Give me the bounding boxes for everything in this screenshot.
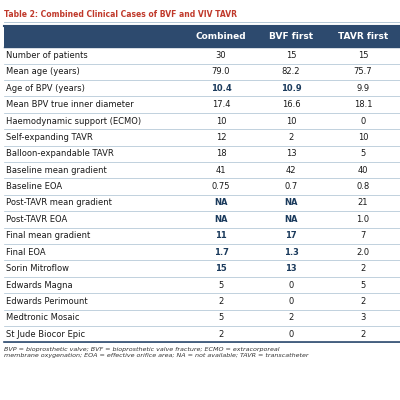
Text: 18.1: 18.1 [354, 100, 372, 109]
Text: Medtronic Mosaic: Medtronic Mosaic [6, 313, 80, 322]
Text: 7: 7 [360, 231, 366, 240]
Text: Age of BPV (years): Age of BPV (years) [6, 84, 85, 93]
Text: Mean age (years): Mean age (years) [6, 67, 80, 76]
Text: 5: 5 [218, 280, 224, 290]
Text: Baseline mean gradient: Baseline mean gradient [6, 166, 107, 175]
Text: 16.6: 16.6 [282, 100, 300, 109]
Text: 0.75: 0.75 [212, 182, 230, 191]
Text: TAVR first: TAVR first [338, 32, 388, 41]
Text: 11: 11 [215, 231, 227, 240]
Text: 5: 5 [360, 149, 366, 158]
Text: 0: 0 [288, 297, 294, 306]
Text: 17: 17 [285, 231, 297, 240]
Text: Final mean gradient: Final mean gradient [6, 231, 91, 240]
Text: Edwards Magna: Edwards Magna [6, 280, 73, 290]
Text: 0.7: 0.7 [284, 182, 298, 191]
Text: 10: 10 [216, 116, 226, 126]
Text: Baseline EOA: Baseline EOA [6, 182, 62, 191]
Text: 30: 30 [216, 51, 226, 60]
Text: 2: 2 [288, 133, 294, 142]
Text: Mean BPV true inner diameter: Mean BPV true inner diameter [6, 100, 134, 109]
Text: 10: 10 [286, 116, 296, 126]
Text: 0: 0 [360, 116, 366, 126]
Text: 3: 3 [360, 313, 366, 322]
Text: 79.0: 79.0 [212, 67, 230, 76]
Text: 9.9: 9.9 [356, 84, 370, 93]
Text: St Jude Biocor Epic: St Jude Biocor Epic [6, 330, 86, 339]
Text: 82.2: 82.2 [282, 67, 300, 76]
Text: Post-TAVR mean gradient: Post-TAVR mean gradient [6, 198, 112, 208]
Text: 10.4: 10.4 [211, 84, 231, 93]
Text: Balloon-expandable TAVR: Balloon-expandable TAVR [6, 149, 114, 158]
Text: 2.0: 2.0 [356, 248, 370, 257]
Text: NA: NA [284, 198, 298, 208]
Text: 17.4: 17.4 [212, 100, 230, 109]
Text: 15: 15 [358, 51, 368, 60]
Text: Haemodynamic support (ECMO): Haemodynamic support (ECMO) [6, 116, 142, 126]
Text: 15: 15 [286, 51, 296, 60]
Text: 13: 13 [286, 149, 296, 158]
Text: 21: 21 [358, 198, 368, 208]
Text: 2: 2 [360, 330, 366, 339]
Text: 75.7: 75.7 [354, 67, 372, 76]
Text: Self-expanding TAVR: Self-expanding TAVR [6, 133, 93, 142]
Text: Final EOA: Final EOA [6, 248, 46, 257]
Text: 10.9: 10.9 [281, 84, 301, 93]
Text: Sorin Mitroflow: Sorin Mitroflow [6, 264, 70, 273]
Text: NA: NA [214, 215, 228, 224]
Text: 2: 2 [360, 264, 366, 273]
Text: 1.0: 1.0 [356, 215, 370, 224]
Text: 2: 2 [360, 297, 366, 306]
Text: 18: 18 [216, 149, 226, 158]
Text: 5: 5 [360, 280, 366, 290]
Text: 5: 5 [218, 313, 224, 322]
Text: 0: 0 [288, 330, 294, 339]
Text: 41: 41 [216, 166, 226, 175]
Text: Edwards Perimount: Edwards Perimount [6, 297, 88, 306]
Text: BVF first: BVF first [269, 32, 313, 41]
Text: 42: 42 [286, 166, 296, 175]
Text: 15: 15 [215, 264, 227, 273]
Text: Post-TAVR EOA: Post-TAVR EOA [6, 215, 68, 224]
Text: 2: 2 [288, 313, 294, 322]
Text: NA: NA [214, 198, 228, 208]
Text: Table 2: Combined Clinical Cases of BVF and VIV TAVR: Table 2: Combined Clinical Cases of BVF … [4, 10, 237, 19]
Text: 10: 10 [358, 133, 368, 142]
Text: 0.8: 0.8 [356, 182, 370, 191]
Text: 2: 2 [218, 297, 224, 306]
Text: 1.3: 1.3 [284, 248, 298, 257]
Text: 2: 2 [218, 330, 224, 339]
Text: BVP = bioprosthetic valve; BVF = bioprosthetic valve fracture; ECMO = extracorpo: BVP = bioprosthetic valve; BVF = biopros… [4, 347, 308, 358]
Text: NA: NA [284, 215, 298, 224]
Text: 0: 0 [288, 280, 294, 290]
Text: Combined: Combined [196, 32, 246, 41]
Text: 40: 40 [358, 166, 368, 175]
Text: 12: 12 [216, 133, 226, 142]
Text: 13: 13 [285, 264, 297, 273]
Text: Number of patients: Number of patients [6, 51, 88, 60]
Text: 1.7: 1.7 [214, 248, 228, 257]
